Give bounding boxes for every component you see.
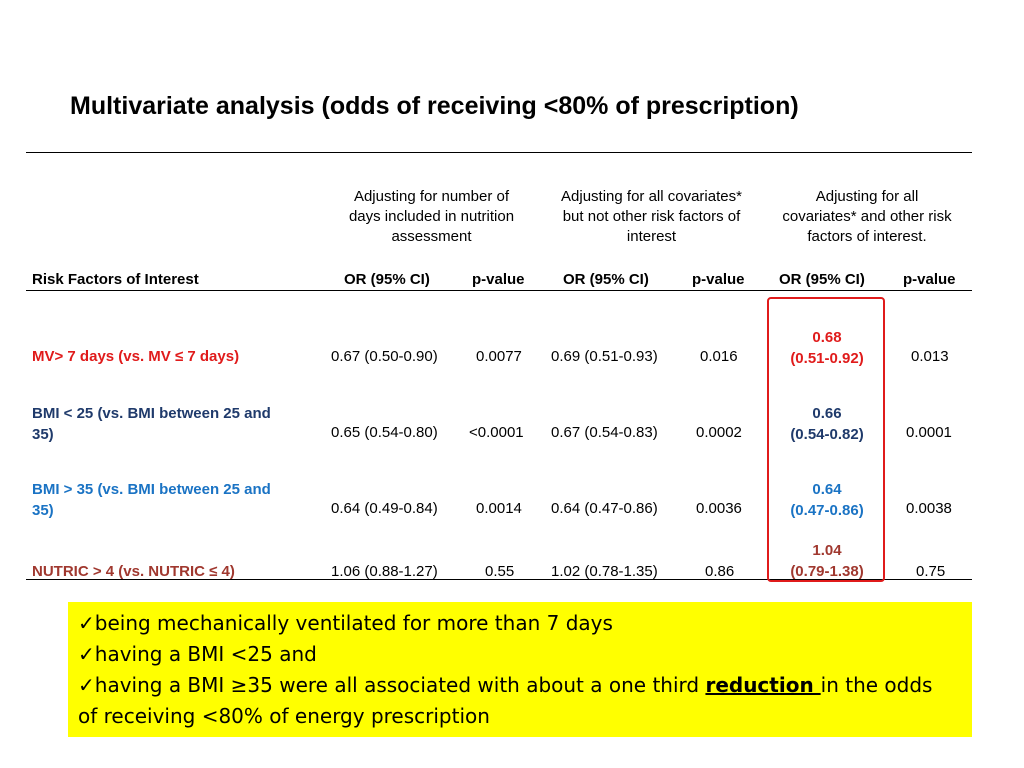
risk-factor-label-line: 35) <box>32 502 54 519</box>
group-header-line: factors of interest. <box>807 228 927 245</box>
risk-factor-label: MV> 7 days (vs. MV ≤ 7 days) <box>32 346 312 367</box>
p-value-cell: 0.0001 <box>906 424 952 441</box>
callout-text: having a BMI <25 and <box>94 642 317 666</box>
or-estimate: 0.66 <box>812 405 842 422</box>
group-header-covariates: Adjusting for all covariates* but not ot… <box>544 187 759 247</box>
risk-factor-label: BMI > 35 (vs. BMI between 25 and 35) <box>32 479 312 521</box>
column-header-risk-factor: Risk Factors of Interest <box>32 271 199 288</box>
or-cell: 0.65 (0.54-0.80) <box>331 424 438 441</box>
or-cell: 1.02 (0.78-1.35) <box>551 563 658 580</box>
highlighted-or-cell: 0.64 (0.47-0.86) <box>784 479 870 521</box>
group-header-line: covariates* and other risk <box>782 208 952 225</box>
or-cell: 0.67 (0.50-0.90) <box>331 348 438 365</box>
p-value-cell: 0.0002 <box>696 424 742 441</box>
or-cell: 0.64 (0.47-0.86) <box>551 500 658 517</box>
or-interval: (0.54-0.82) <box>790 426 864 443</box>
group-header-line: interest <box>626 228 677 245</box>
group-header-all-factors: Adjusting for all covariates* and other … <box>764 187 970 247</box>
callout-text: being mechanically ventilated for more t… <box>94 611 613 635</box>
slide-title: Multivariate analysis (odds of receiving… <box>70 92 799 120</box>
column-header-p-3: p-value <box>903 271 956 288</box>
group-header-line: Adjusting for number of <box>353 188 510 205</box>
highlight-box <box>767 297 885 582</box>
or-interval: (0.51-0.92) <box>790 350 864 367</box>
callout-text: having a BMI ≥35 were all associated wit… <box>94 673 706 697</box>
p-value-cell: 0.0014 <box>476 500 522 517</box>
group-header-line: days included in nutrition <box>348 208 515 225</box>
group-header-line: assessment <box>391 228 472 245</box>
group-header-line: but not other risk factors of <box>562 208 741 225</box>
or-cell: 0.69 (0.51-0.93) <box>551 348 658 365</box>
checkmark-icon: ✓ <box>78 673 95 697</box>
p-value-cell: 0.86 <box>705 563 735 580</box>
risk-factor-label-line: MV> 7 days (vs. MV ≤ 7 days) <box>32 348 240 365</box>
table-bottom-divider <box>26 579 972 580</box>
p-value-cell: 0.75 <box>916 563 946 580</box>
p-value-cell: 0.013 <box>911 348 949 365</box>
column-header-p-1: p-value <box>472 271 525 288</box>
header-divider <box>26 290 972 291</box>
highlighted-or-cell: 1.04 (0.79-1.38) <box>784 540 870 582</box>
highlighted-or-cell: 0.66 (0.54-0.82) <box>784 403 870 445</box>
group-header-line: Adjusting for all covariates* <box>561 188 742 205</box>
risk-factor-label-line: BMI < 25 (vs. BMI between 25 and <box>32 405 271 422</box>
callout-line: ✓having a BMI <25 and <box>78 639 962 670</box>
risk-factor-label-line: 35) <box>32 426 54 443</box>
summary-callout: ✓being mechanically ventilated for more … <box>68 602 972 737</box>
column-header-or-1: OR (95% CI) <box>344 271 430 288</box>
risk-factor-label-line: NUTRIC > 4 (vs. NUTRIC ≤ 4) <box>32 563 235 580</box>
callout-line: ✓being mechanically ventilated for more … <box>78 608 962 639</box>
p-value-cell: 0.0077 <box>476 348 522 365</box>
or-estimate: 1.04 <box>812 542 842 559</box>
group-header-days-adjusted: Adjusting for number of days included in… <box>330 187 533 247</box>
risk-factor-label: NUTRIC > 4 (vs. NUTRIC ≤ 4) <box>32 561 312 582</box>
checkmark-icon: ✓ <box>78 611 95 635</box>
or-estimate: 0.64 <box>812 481 842 498</box>
callout-text: in the odds <box>820 673 933 697</box>
callout-line: ✓having a BMI ≥35 were all associated wi… <box>78 670 962 701</box>
risk-factor-label-line: BMI > 35 (vs. BMI between 25 and <box>32 481 271 498</box>
column-header-p-2: p-value <box>692 271 745 288</box>
or-cell: 0.67 (0.54-0.83) <box>551 424 658 441</box>
top-divider <box>26 152 972 153</box>
or-estimate: 0.68 <box>812 329 842 346</box>
p-value-cell: 0.016 <box>700 348 738 365</box>
p-value-cell: 0.55 <box>485 563 515 580</box>
group-header-line: Adjusting for all <box>815 188 919 205</box>
callout-line: of receiving <80% of energy prescription <box>78 704 490 728</box>
p-value-cell: <0.0001 <box>469 424 524 441</box>
or-cell: 1.06 (0.88-1.27) <box>331 563 438 580</box>
highlighted-or-cell: 0.68 (0.51-0.92) <box>784 327 870 369</box>
or-cell: 0.64 (0.49-0.84) <box>331 500 438 517</box>
callout-emphasis: reduction <box>705 673 821 697</box>
column-header-or-2: OR (95% CI) <box>563 271 649 288</box>
p-value-cell: 0.0036 <box>696 500 742 517</box>
or-interval: (0.47-0.86) <box>790 502 864 519</box>
p-value-cell: 0.0038 <box>906 500 952 517</box>
checkmark-icon: ✓ <box>78 642 95 666</box>
or-interval: (0.79-1.38) <box>790 563 864 580</box>
risk-factor-label: BMI < 25 (vs. BMI between 25 and 35) <box>32 403 312 445</box>
column-header-or-3: OR (95% CI) <box>779 271 865 288</box>
